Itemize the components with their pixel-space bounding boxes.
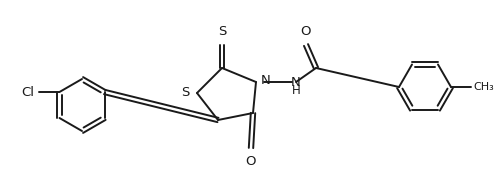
- Text: Cl: Cl: [22, 85, 35, 98]
- Text: S: S: [182, 86, 190, 100]
- Text: O: O: [301, 25, 311, 38]
- Text: N: N: [291, 76, 301, 89]
- Text: H: H: [292, 85, 301, 97]
- Text: S: S: [218, 25, 226, 38]
- Text: O: O: [246, 155, 256, 168]
- Text: N: N: [261, 74, 271, 88]
- Text: CH₃: CH₃: [473, 82, 494, 92]
